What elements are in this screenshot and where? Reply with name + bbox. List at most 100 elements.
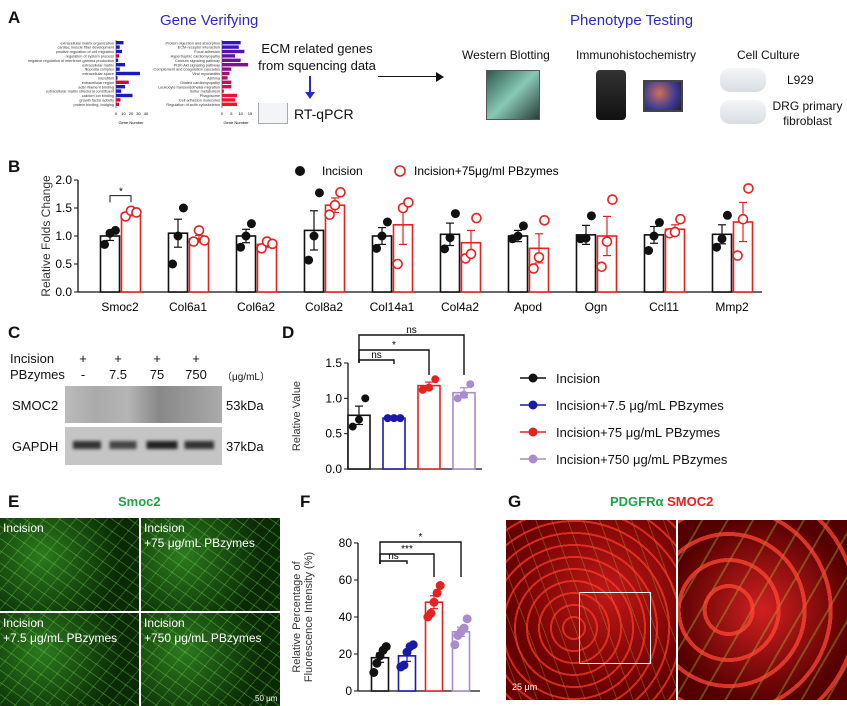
significance-label: ns bbox=[388, 551, 399, 562]
go-bar bbox=[116, 45, 120, 49]
kegg-bar bbox=[222, 89, 224, 93]
g-title-smoc2: SMOC2 bbox=[667, 494, 714, 509]
data-point bbox=[453, 394, 462, 403]
go-term: positive regulation of cell migration bbox=[56, 50, 114, 54]
legend-marker bbox=[520, 400, 546, 410]
data-point bbox=[445, 233, 455, 243]
gapdh-blot-image bbox=[65, 427, 222, 465]
go-bar bbox=[116, 58, 119, 62]
panel-label-b: B bbox=[8, 157, 21, 176]
kegg-tick: 15 bbox=[248, 111, 253, 116]
e-image-incision: Incision bbox=[0, 518, 139, 611]
y-tick-label: 0 bbox=[345, 684, 352, 698]
y-tick-label: 20 bbox=[339, 647, 353, 661]
y-tick-label: 40 bbox=[339, 610, 353, 624]
legend-item: Incision+7.5 μg/mL PBzymes bbox=[520, 397, 724, 413]
go-term: filopodia complex bbox=[85, 68, 114, 72]
data-point bbox=[466, 380, 475, 389]
data-point bbox=[314, 188, 324, 198]
data-point bbox=[246, 219, 256, 229]
data-point bbox=[372, 658, 382, 668]
kegg-term: ECM-receptor interaction bbox=[178, 46, 220, 50]
bar bbox=[382, 417, 406, 470]
right-arrow-line bbox=[378, 76, 438, 77]
data-point bbox=[712, 242, 722, 252]
significance-label: *** bbox=[401, 544, 413, 555]
x-category-label: Smoc2 bbox=[101, 300, 139, 314]
data-point bbox=[369, 668, 379, 677]
significance-label: * bbox=[392, 340, 396, 351]
go-term: negative regulation of interferon-gamma … bbox=[28, 59, 114, 63]
go-tick: 0 bbox=[115, 111, 118, 116]
data-point bbox=[450, 209, 460, 219]
go-term: growth factor activity bbox=[79, 99, 114, 103]
right-arrow-icon bbox=[436, 72, 444, 82]
kegg-tick: 10 bbox=[238, 111, 243, 116]
e-tile-label: Incision bbox=[3, 521, 44, 535]
bar bbox=[507, 235, 529, 293]
c-pbzymes-dose: 750 bbox=[185, 367, 207, 382]
kegg-bar bbox=[222, 98, 236, 102]
data-point bbox=[377, 231, 387, 241]
kegg-tick: 5 bbox=[230, 111, 233, 116]
data-point bbox=[581, 233, 591, 243]
data-point bbox=[596, 261, 607, 273]
kegg-term: Viral myocarditis bbox=[192, 72, 220, 76]
down-arrow-icon bbox=[309, 76, 311, 94]
go-tick: 40 bbox=[144, 111, 149, 116]
go-tick: 30 bbox=[136, 111, 141, 116]
cell-drg: DRG primary fibroblast bbox=[772, 99, 843, 128]
bar bbox=[452, 391, 476, 470]
gene-verifying-title: Gene Verifying bbox=[160, 12, 259, 29]
g-zoom-box bbox=[579, 592, 651, 664]
kegg-term: Calcium signaling pathway bbox=[175, 59, 220, 63]
data-point bbox=[528, 263, 539, 274]
western-blot-tank-image bbox=[486, 70, 540, 120]
rtqpcr-label: RT-qPCR bbox=[294, 106, 354, 122]
kegg-bar bbox=[222, 49, 245, 54]
data-point bbox=[737, 213, 749, 225]
data-point bbox=[173, 231, 183, 241]
e-tile-label: Incision +75 μg/mL PBzymes bbox=[144, 521, 255, 550]
legend-item: Incision bbox=[520, 370, 600, 386]
significance-label: ns bbox=[371, 350, 382, 361]
legend-marker-pbzymes bbox=[394, 165, 406, 177]
x-category-label: Col14a1 bbox=[370, 300, 415, 314]
x-category-label: Col4a2 bbox=[441, 300, 479, 314]
x-category-label: Apod bbox=[514, 300, 542, 314]
legend-marker bbox=[520, 454, 546, 464]
panel-label-d: D bbox=[282, 323, 295, 342]
c-incision-sign: + bbox=[79, 351, 87, 366]
legend-label-incision: Incision bbox=[322, 164, 363, 178]
monitor-image bbox=[643, 80, 683, 112]
microscope-image bbox=[596, 70, 626, 120]
kegg-bar bbox=[222, 71, 230, 76]
data-point bbox=[372, 243, 382, 253]
method-cell-culture: Cell Culture bbox=[737, 48, 800, 62]
data-point bbox=[717, 234, 727, 244]
kegg-term: Cell adhesion molecules bbox=[179, 99, 220, 103]
kegg-bar bbox=[222, 63, 249, 67]
data-point bbox=[309, 231, 319, 241]
go-bar bbox=[116, 85, 125, 89]
go-bar bbox=[116, 89, 122, 93]
data-point bbox=[381, 642, 391, 652]
method-western-blotting: Western Blotting bbox=[462, 48, 550, 62]
go-term: extracellular space bbox=[82, 72, 114, 76]
y-tick-label: 2.0 bbox=[55, 173, 72, 187]
significance-label: * bbox=[419, 532, 423, 543]
go-bar bbox=[116, 98, 121, 102]
go-term: protein binding, bridging bbox=[73, 103, 114, 107]
kegg-term: Dilated cardiomyopathy bbox=[180, 81, 220, 85]
e-image-750: Incision +750 μg/mL PBzymes bbox=[141, 613, 280, 706]
panel-label-f: F bbox=[300, 492, 311, 511]
y-tick-label: 1.5 bbox=[55, 201, 72, 215]
y-tick-label: 0.0 bbox=[55, 285, 72, 299]
g-title-pdgfra: PDGFRα bbox=[610, 494, 664, 509]
data-point bbox=[431, 375, 440, 384]
g-zoom-image bbox=[678, 520, 847, 700]
data-point bbox=[429, 597, 439, 607]
legend-label: Incision+75 μg/mL PBzymes bbox=[556, 424, 721, 440]
data-point bbox=[396, 414, 405, 423]
go-bar bbox=[116, 41, 124, 45]
